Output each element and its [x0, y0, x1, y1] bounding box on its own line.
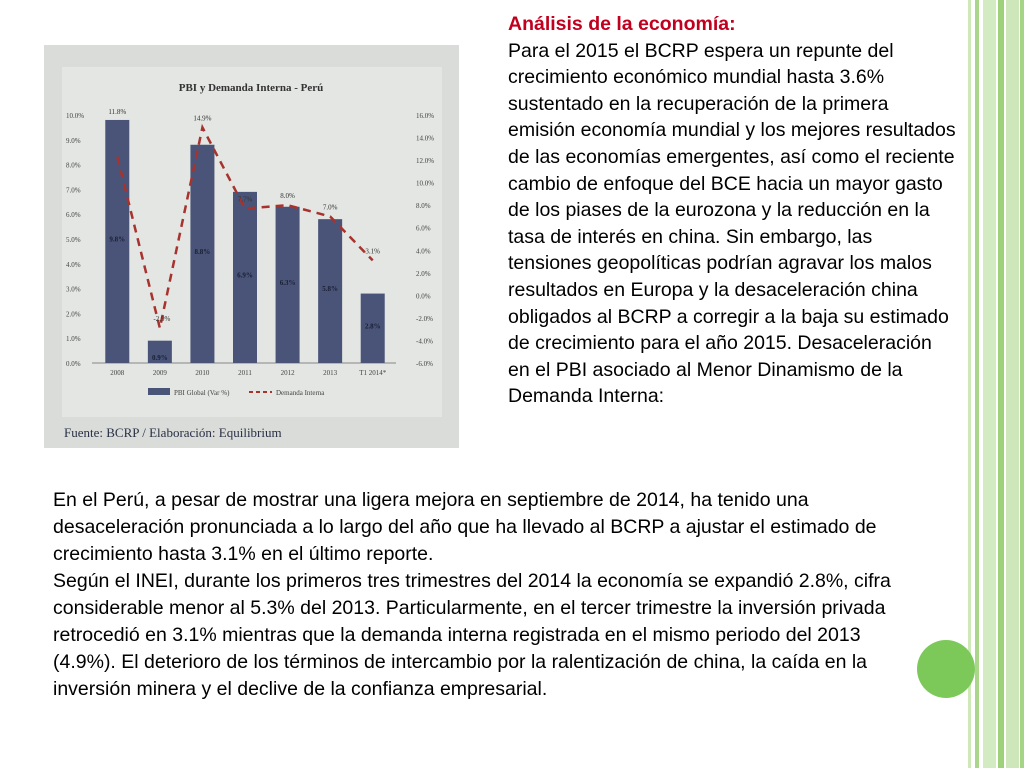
x-tick-label: 2011: [238, 369, 252, 377]
bottom-paragraph-1: En el Perú, a pesar de mostrar una liger…: [53, 489, 877, 565]
chart-source: Fuente: BCRP / Elaboración: Equilibrium: [64, 425, 282, 440]
decorative-stripe: [998, 0, 1004, 768]
y-left-tick-label: 4.0%: [66, 261, 81, 269]
decorative-green-circle: [917, 640, 975, 698]
y-left-tick-label: 2.0%: [66, 310, 81, 318]
y-right-tick-label: -4.0%: [416, 337, 433, 345]
y-right-tick-label: -6.0%: [416, 360, 433, 368]
y-right-tick-label: 6.0%: [416, 225, 431, 233]
bar: [233, 191, 257, 363]
bar-value-label: 6.3%: [280, 279, 296, 287]
y-right-tick-label: -2.0%: [416, 315, 433, 323]
bar: [105, 119, 130, 364]
y-left-tick-label: 0.0%: [66, 360, 81, 368]
y-left-tick-label: 7.0%: [66, 186, 81, 194]
y-left-tick-label: 3.0%: [66, 286, 81, 294]
bar-value-label: 2.8%: [365, 322, 381, 330]
chart-photo: PBI y Demanda Interna - Perú 0.0% 1.0% 2.0…: [44, 45, 459, 448]
bar: [147, 340, 172, 363]
bottom-paragraph-2: Según el INEI, durante los primeros tres…: [53, 570, 891, 700]
y-right-tick-label: 14.0%: [416, 135, 434, 143]
y-right-tick-label: 8.0%: [416, 202, 431, 210]
y-right-tick-label: 4.0%: [416, 247, 431, 255]
y-right-tick-label: 2.0%: [416, 270, 431, 278]
bar-value-label: 6.9%: [237, 271, 253, 279]
decorative-stripe: [983, 0, 996, 768]
x-tick-label: 2012: [281, 369, 296, 377]
chart-legend: PBI Global (Var %) Demanda Interna: [148, 388, 325, 397]
x-tick-label: 2013: [323, 369, 338, 377]
bar-value-label: 5.8%: [322, 285, 338, 293]
line-value-label: 7.0%: [323, 203, 338, 211]
line-value-label: 14.9%: [193, 114, 211, 122]
bar-value-label: 9.8%: [109, 235, 125, 243]
bar: [275, 206, 300, 363]
bar-value-label: 8.8%: [195, 248, 211, 256]
x-tick-label: 2010: [195, 369, 210, 377]
line-value-label: 3.1%: [365, 247, 380, 255]
legend-pbi: PBI Global (Var %): [174, 389, 230, 397]
decorative-stripe: [975, 0, 979, 768]
bar: [190, 144, 215, 363]
x-tick-label: T1 2014*: [359, 369, 387, 377]
x-tick-label: 2009: [153, 369, 168, 377]
y-right-tick-label: 10.0%: [416, 180, 434, 188]
analysis-paragraph: Para el 2015 el BCRP espera un repunte d…: [508, 39, 956, 408]
y-right-tick-label: 0.0%: [416, 292, 431, 300]
y-right-tick-label: 12.0%: [416, 157, 434, 165]
bar: [360, 293, 385, 363]
line-value-label: 7.7%: [238, 196, 253, 204]
bar: [318, 219, 343, 363]
decorative-stripe: [1006, 0, 1019, 768]
y-left-tick-label: 6.0%: [66, 211, 81, 219]
bottom-section: En el Perú, a pesar de mostrar una liger…: [53, 487, 913, 703]
pbi-demanda-chart: PBI y Demanda Interna - Perú 0.0% 1.0% 2.0…: [44, 45, 459, 448]
y-left-tick-label: 9.0%: [66, 137, 81, 145]
bar-value-label: 0.9%: [152, 354, 168, 362]
decorative-stripe: [968, 0, 971, 768]
analysis-title: Análisis de la economía:: [508, 13, 736, 35]
chart-title: PBI y Demanda Interna - Perú: [179, 82, 324, 94]
y-left-tick-label: 8.0%: [66, 162, 81, 170]
line-value-label: 8.0%: [280, 192, 295, 200]
legend-demanda: Demanda Interna: [276, 389, 325, 397]
bar-top-label: 11.8%: [108, 108, 126, 116]
analysis-section: Análisis de la economía: Para el 2015 el…: [508, 11, 958, 410]
decorative-stripe: [1020, 0, 1024, 768]
line-value-label: -2.9%: [153, 315, 170, 323]
x-tick-label: 2008: [110, 369, 125, 377]
y-left-tick-label: 1.0%: [66, 335, 81, 343]
y-right-tick-label: 16.0%: [416, 112, 434, 120]
y-left-tick-label: 10.0%: [66, 112, 84, 120]
y-left-tick-label: 5.0%: [66, 236, 81, 244]
